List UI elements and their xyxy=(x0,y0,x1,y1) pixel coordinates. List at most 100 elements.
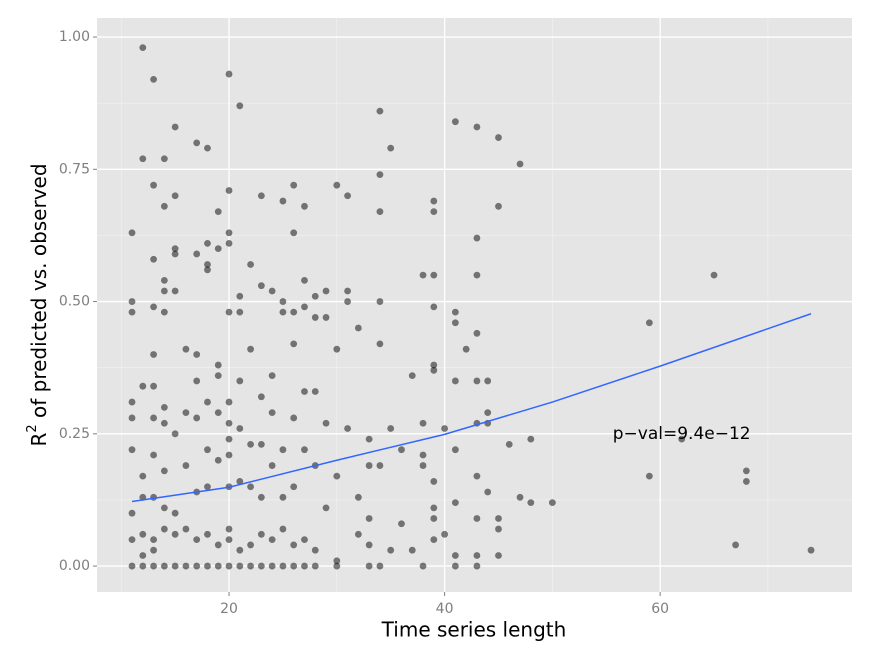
point xyxy=(311,562,319,570)
fit-line xyxy=(131,313,812,503)
point xyxy=(290,541,298,549)
point xyxy=(495,515,502,522)
point xyxy=(160,562,168,570)
point xyxy=(430,478,438,485)
x-tick-label: 60 xyxy=(651,601,669,617)
y-title-rest: of predicted vs. observed xyxy=(27,163,51,424)
point xyxy=(807,546,815,554)
point xyxy=(193,250,201,258)
point xyxy=(419,271,427,279)
point xyxy=(290,229,298,237)
point xyxy=(139,155,147,163)
point xyxy=(333,345,341,353)
point xyxy=(182,409,190,417)
point xyxy=(290,562,298,570)
point xyxy=(150,414,157,422)
annotation: p−val=9.4e−12 xyxy=(613,424,751,444)
point xyxy=(505,441,513,448)
point xyxy=(462,345,470,353)
point xyxy=(376,208,384,216)
y-tick-label: 0.75 xyxy=(59,161,90,177)
point xyxy=(214,541,222,549)
point xyxy=(279,525,287,533)
point xyxy=(268,372,276,380)
point xyxy=(150,382,157,390)
point xyxy=(473,234,481,242)
point xyxy=(473,123,481,131)
point xyxy=(225,525,233,533)
point xyxy=(301,388,308,395)
point xyxy=(408,372,416,380)
point xyxy=(128,509,136,517)
point xyxy=(441,530,448,538)
point xyxy=(225,308,233,316)
point xyxy=(451,319,459,327)
point xyxy=(193,351,201,358)
point xyxy=(225,451,233,459)
point xyxy=(214,372,222,380)
point xyxy=(214,409,222,417)
point xyxy=(311,292,319,300)
point xyxy=(128,446,136,454)
point xyxy=(257,282,265,290)
point xyxy=(311,388,319,395)
point xyxy=(451,552,459,559)
point xyxy=(322,314,330,321)
point xyxy=(279,493,287,501)
point xyxy=(376,462,384,469)
point xyxy=(225,435,233,443)
point xyxy=(182,562,190,570)
point xyxy=(128,536,136,544)
point xyxy=(225,229,233,237)
point xyxy=(225,562,233,570)
point xyxy=(204,562,211,570)
point xyxy=(150,351,157,358)
y-axis-title: R2 of predicted vs. observed xyxy=(25,163,51,446)
point xyxy=(160,287,168,295)
point xyxy=(376,171,384,178)
point xyxy=(139,562,147,570)
point xyxy=(430,197,438,205)
point xyxy=(279,197,287,205)
point xyxy=(204,144,211,152)
point xyxy=(451,118,459,126)
point xyxy=(387,425,395,432)
y-title-base: R xyxy=(27,433,51,447)
point xyxy=(214,562,222,570)
point xyxy=(430,536,438,544)
point xyxy=(128,398,136,406)
point xyxy=(225,70,233,78)
point xyxy=(419,462,427,469)
point xyxy=(128,414,136,422)
point xyxy=(742,478,750,485)
point xyxy=(322,419,330,427)
point xyxy=(322,504,330,512)
point xyxy=(430,515,438,522)
point xyxy=(301,303,308,311)
point xyxy=(193,536,201,544)
y-tick-label: 0.50 xyxy=(59,294,90,310)
x-tick-label: 20 xyxy=(220,601,238,617)
point xyxy=(365,562,373,570)
point xyxy=(301,562,308,570)
point xyxy=(473,515,481,522)
point xyxy=(516,493,524,501)
point xyxy=(268,536,276,544)
point xyxy=(150,546,157,554)
point xyxy=(678,435,686,443)
point xyxy=(236,102,244,110)
point xyxy=(548,499,556,506)
point xyxy=(495,525,502,533)
point xyxy=(473,472,481,480)
point xyxy=(333,472,341,480)
point xyxy=(473,552,481,559)
point xyxy=(160,277,168,284)
point xyxy=(160,202,168,210)
point xyxy=(441,425,448,432)
point xyxy=(150,181,157,189)
point xyxy=(301,202,308,210)
point xyxy=(257,493,265,501)
point xyxy=(236,308,244,316)
point xyxy=(247,441,254,448)
